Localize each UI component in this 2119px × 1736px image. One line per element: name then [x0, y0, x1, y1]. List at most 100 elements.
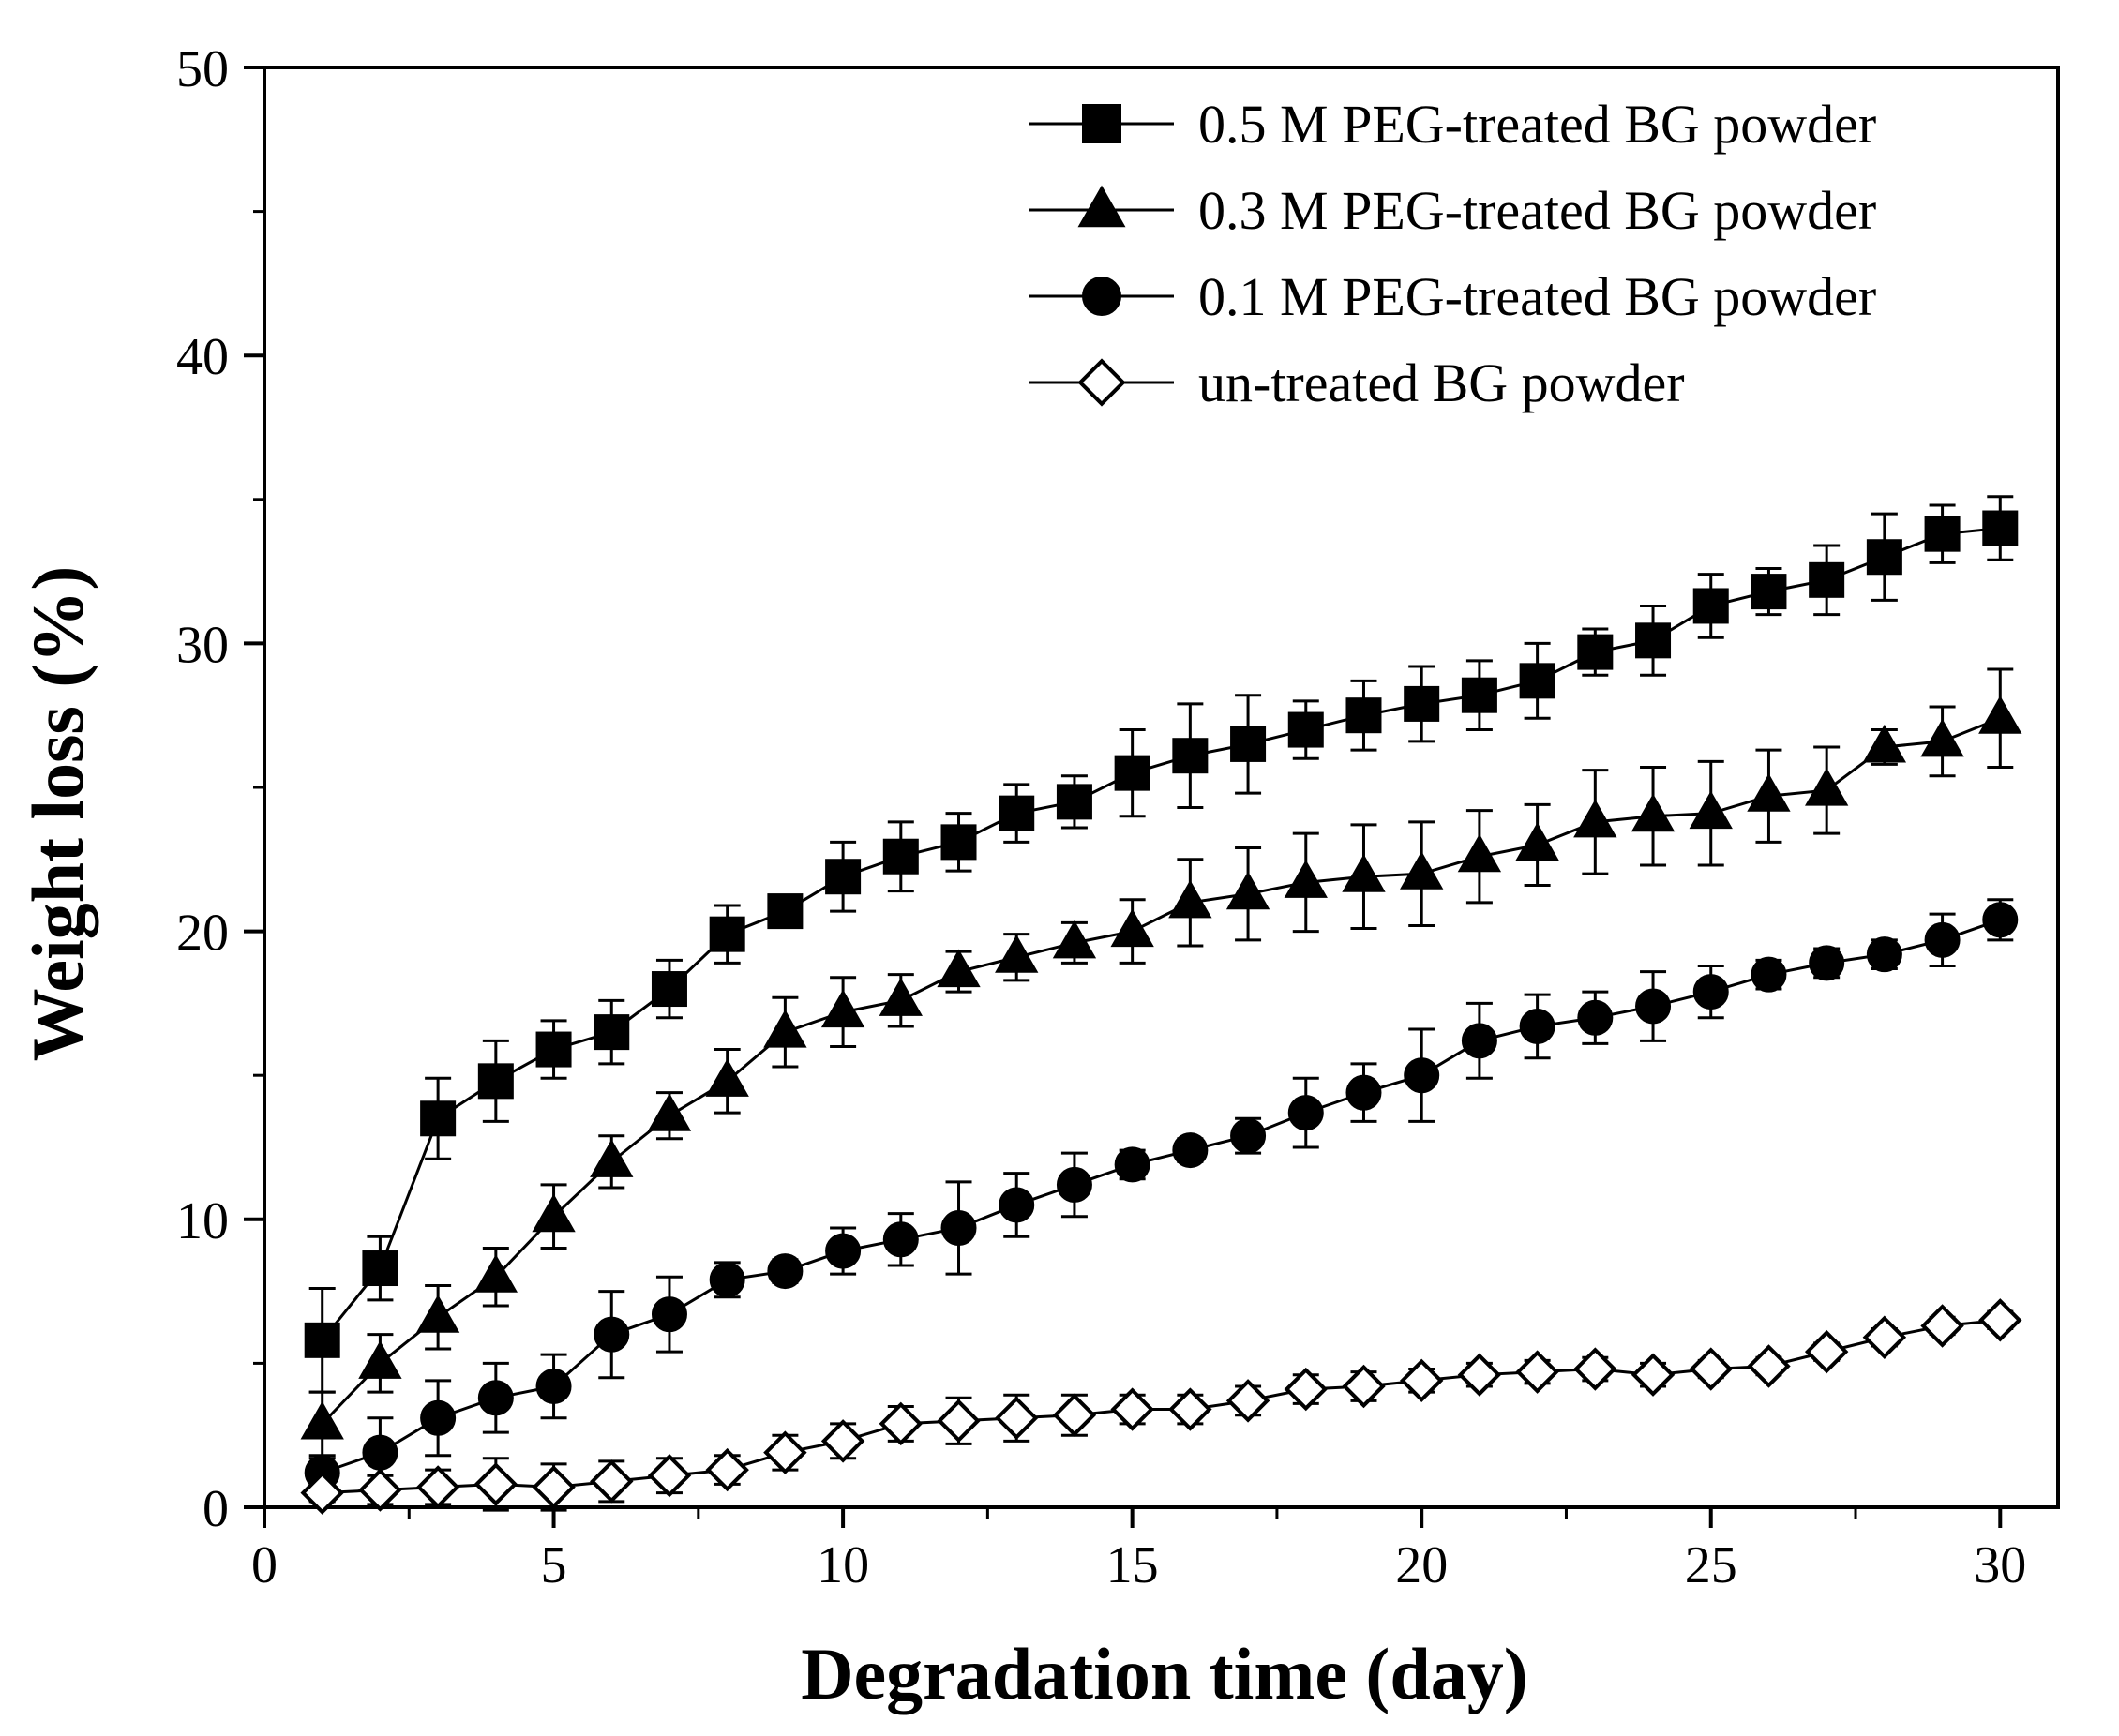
- data-point: [1573, 1347, 1617, 1391]
- y-tick-label: 0: [203, 1480, 229, 1538]
- legend-item: 0.3 M PEG-treated BG powder: [1029, 180, 1876, 241]
- data-point: [940, 824, 977, 861]
- data-point: [651, 971, 687, 1008]
- data-point: [705, 1447, 749, 1492]
- legend: 0.5 M PEG-treated BG powder 0.3 M PEG-tre…: [1029, 94, 1876, 413]
- data-point: [999, 795, 1035, 831]
- data-point: [594, 1014, 630, 1051]
- data-point: [1114, 1146, 1150, 1183]
- legend-label: 0.3 M PEG-treated BG powder: [1198, 180, 1876, 241]
- data-point: [415, 1295, 460, 1333]
- data-point: [1978, 1298, 2022, 1342]
- legend-marker: [1082, 104, 1121, 143]
- data-point: [767, 893, 804, 930]
- data-point: [709, 916, 745, 952]
- data-point: [358, 1468, 402, 1512]
- data-point: [882, 1221, 919, 1258]
- data-point: [590, 1459, 634, 1504]
- data-point: [1862, 1315, 1907, 1359]
- data-point: [1056, 1166, 1092, 1203]
- legend-marker: [1077, 358, 1126, 407]
- data-point: [1114, 755, 1150, 791]
- data-point: [358, 1340, 402, 1379]
- data-point: [999, 1187, 1035, 1223]
- data-point: [1052, 1393, 1097, 1437]
- data-point: [1924, 921, 1961, 958]
- data-point: [1924, 516, 1961, 552]
- data-point: [651, 1296, 687, 1333]
- data-point: [1457, 1353, 1502, 1397]
- data-point: [1168, 879, 1212, 919]
- x-axis-ticks: 0 5 10 15 20 25 30: [251, 1507, 2026, 1594]
- data-point: [1978, 696, 2022, 734]
- data-point: [532, 1193, 576, 1233]
- y-axis-title: Weight loss (%): [17, 566, 98, 1062]
- data-point: [1809, 561, 1845, 598]
- data-point: [535, 1031, 572, 1068]
- y-tick-label: 10: [176, 1192, 229, 1250]
- data-point: [473, 1462, 518, 1506]
- series-square: [304, 495, 2019, 1394]
- data-point: [1225, 871, 1270, 910]
- y-tick-label: 30: [176, 616, 229, 674]
- x-tick-label: 5: [541, 1536, 567, 1594]
- y-axis-ticks: 0 10 20 30 40 50: [176, 40, 264, 1538]
- data-point: [300, 1471, 344, 1515]
- legend-marker: [1077, 185, 1126, 228]
- data-point: [767, 1253, 804, 1290]
- data-point: [994, 1396, 1039, 1440]
- series-line: [322, 1318, 2001, 1495]
- data-point: [1342, 1364, 1386, 1409]
- data-point: [1519, 1008, 1555, 1044]
- data-point: [1862, 724, 1907, 763]
- data-point: [594, 1316, 630, 1353]
- x-tick-label: 25: [1685, 1536, 1737, 1594]
- data-point: [1751, 574, 1787, 610]
- x-tick-label: 10: [817, 1536, 869, 1594]
- data-point: [995, 935, 1039, 973]
- data-point: [1577, 999, 1614, 1036]
- data-point: [1982, 902, 2019, 938]
- data-point: [362, 1434, 398, 1471]
- series-layer: [300, 495, 2022, 1515]
- legend-marker: [1082, 277, 1121, 316]
- series-diamond: [300, 1298, 2022, 1515]
- data-point: [1635, 988, 1672, 1025]
- legend-label: 0.1 M PEG-treated BG powder: [1198, 266, 1876, 327]
- data-point: [300, 1400, 344, 1440]
- legend-label: un-treated BG powder: [1198, 352, 1685, 413]
- data-point: [1515, 822, 1559, 861]
- data-point: [1284, 1367, 1329, 1412]
- data-point: [1457, 833, 1502, 873]
- data-point: [820, 989, 865, 1028]
- data-point: [1461, 677, 1497, 713]
- data-point: [1172, 738, 1209, 774]
- data-point: [763, 1010, 807, 1048]
- data-point: [420, 1100, 457, 1137]
- data-point: [1747, 1344, 1791, 1388]
- data-point: [477, 1380, 514, 1416]
- data-point: [477, 1063, 514, 1100]
- data-point: [882, 838, 919, 875]
- data-point: [1461, 1023, 1497, 1059]
- legend-label: 0.5 M PEG-treated BG powder: [1198, 94, 1876, 155]
- data-point: [705, 1058, 749, 1097]
- series-line: [321, 527, 2001, 1341]
- data-point: [1342, 854, 1386, 892]
- data-point: [1052, 920, 1097, 959]
- data-point: [1631, 1353, 1676, 1397]
- data-point: [820, 1419, 865, 1463]
- data-point: [1404, 1057, 1440, 1094]
- data-point: [415, 1465, 460, 1509]
- data-point: [1866, 936, 1902, 973]
- data-point: [879, 978, 923, 1016]
- legend-item: 0.5 M PEG-treated BG powder: [1029, 94, 1876, 155]
- data-point: [709, 1262, 745, 1298]
- data-point: [1692, 588, 1729, 624]
- series-circle: [304, 898, 2019, 1491]
- data-point: [1404, 685, 1440, 722]
- data-point: [1577, 634, 1614, 670]
- series-line: [321, 716, 2001, 1425]
- data-point: [304, 1322, 340, 1358]
